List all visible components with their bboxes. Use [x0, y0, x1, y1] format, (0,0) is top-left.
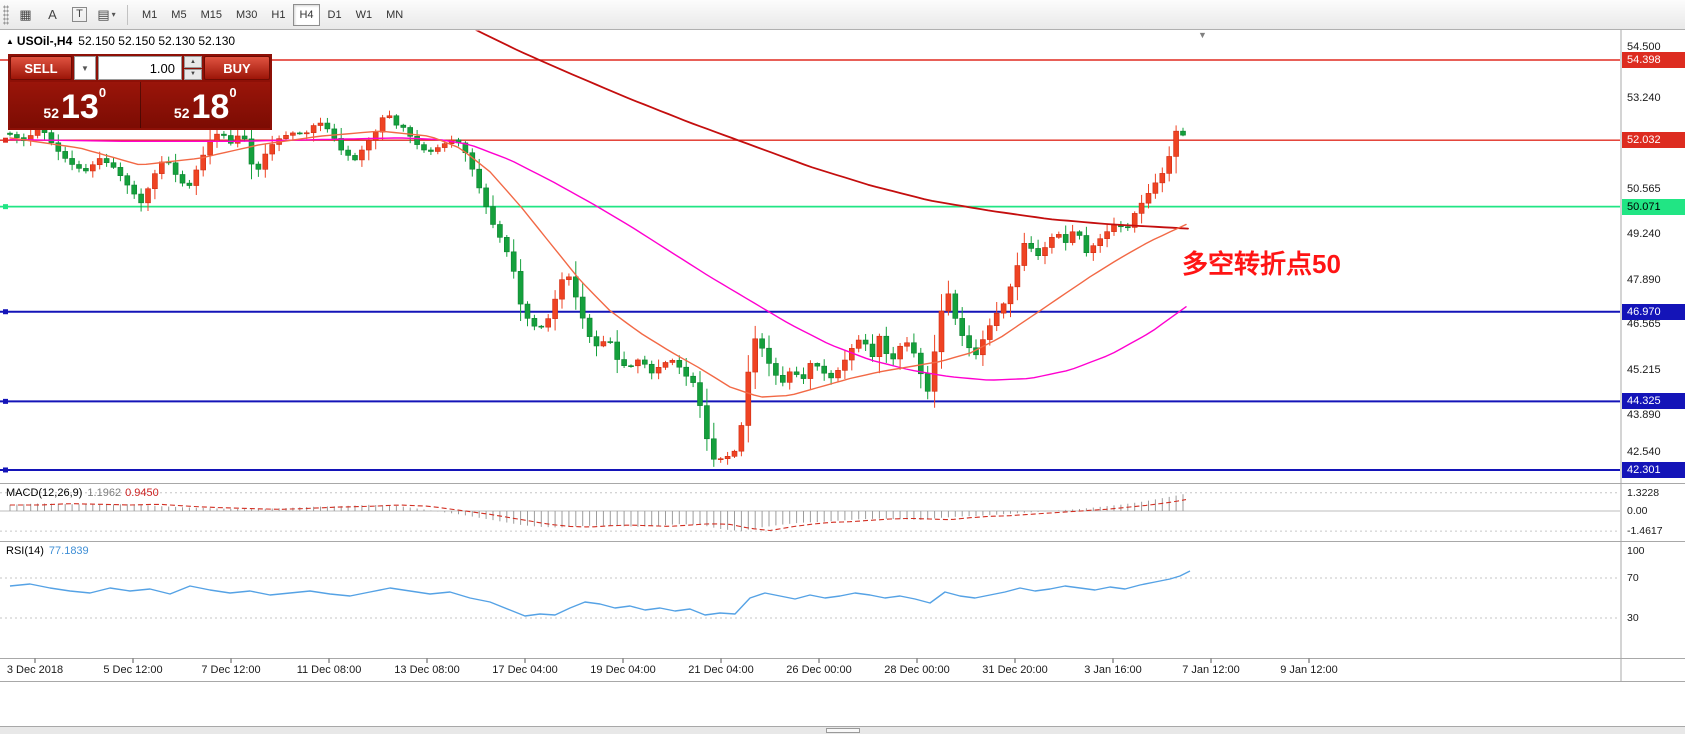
price-tick-label: 54.500	[1627, 40, 1661, 53]
window-bottom-splitter[interactable]	[825, 728, 860, 733]
volume-increase-button[interactable]: ▲	[184, 56, 202, 68]
price-tick-label: 49.240	[1627, 227, 1661, 240]
chevron-down-icon: ▼	[81, 63, 89, 73]
bid-price[interactable]: 52 13 0	[10, 82, 140, 128]
macd-axis-label: 1.3228	[1627, 486, 1660, 499]
price-level-badge: 52.032	[1622, 132, 1685, 149]
time-axis-label: 28 Dec 00:00	[884, 664, 950, 676]
bid-pip-digit: 0	[98, 85, 107, 100]
rsi-value: 77.1839	[48, 545, 89, 557]
timeframe-m5[interactable]: M5	[171, 8, 187, 21]
price-tick-label: 47.890	[1627, 273, 1661, 286]
toolbar-grip[interactable]	[3, 4, 9, 25]
price-tick-label: 45.215	[1627, 364, 1661, 377]
text-label-glyph: A	[48, 7, 57, 22]
crosshair-grid-glyph: ▦	[19, 6, 32, 22]
macd-label: MACD(12,26,9) 1.1962 0.9450	[6, 487, 159, 499]
price-level-badge: 54.398	[1622, 52, 1685, 68]
timeframe-h1[interactable]: H1	[271, 8, 286, 21]
sell-button[interactable]: SELL	[10, 56, 72, 80]
timeframe-d1[interactable]: D1	[327, 8, 342, 21]
volume-decrease-button[interactable]: ▼	[184, 68, 202, 80]
one-click-trading-panel: SELL ▼ ▲ ▼ BUY 52 13 0 52 18 0	[8, 54, 272, 130]
time-axis-label: 9 Jan 12:00	[1280, 664, 1338, 676]
time-axis-label: 21 Dec 04:00	[688, 664, 754, 676]
toolbar: ▦ A T ▤ ▾ M1 M5 M15 M30 H1 H4 D1 W1 MN	[0, 0, 1685, 30]
ask-base: 52	[173, 105, 190, 121]
macd-name: MACD(12,26,9)	[6, 487, 83, 499]
text-label-icon[interactable]: A	[40, 4, 65, 26]
macd-axis-label: -1.4617	[1627, 525, 1663, 538]
draw-tools-glyph: ▤	[97, 6, 110, 22]
timeframe-m1[interactable]: M1	[142, 8, 158, 21]
time-axis-label: 3 Dec 2018	[6, 664, 64, 676]
symbol-triangle-icon: ▲	[6, 37, 14, 46]
timeframe-h4[interactable]: H4	[293, 3, 320, 26]
chevron-down-icon: ▾	[111, 10, 116, 19]
timeframe-buttons: M1 M5 M15 M30 H1 H4 D1 W1 MN	[136, 3, 411, 26]
toolbar-separator	[127, 4, 128, 25]
price-level-badge: 46.970	[1622, 303, 1685, 320]
rsi-axis-label: 30	[1627, 612, 1639, 624]
price-tick-label: 53.240	[1627, 92, 1661, 105]
time-axis-label: 26 Dec 00:00	[786, 664, 852, 676]
price-level-badge: 50.071	[1622, 198, 1685, 215]
time-axis-label: 13 Dec 08:00	[394, 664, 460, 676]
time-axis-label: 19 Dec 04:00	[590, 664, 656, 676]
text-frame-glyph: T	[72, 7, 87, 22]
rsi-axis-label: 100	[1627, 545, 1645, 557]
volume-input[interactable]	[98, 56, 182, 80]
bid-big-digits: 13	[61, 88, 99, 126]
price-tick-label: 50.565	[1627, 182, 1661, 195]
timeframe-m15[interactable]: M15	[200, 8, 222, 21]
buy-button[interactable]: BUY	[204, 56, 270, 80]
ask-price[interactable]: 52 18 0	[139, 82, 271, 128]
rsi-label: RSI(14) 77.1839	[6, 545, 89, 557]
price-tick-label: 43.890	[1627, 409, 1661, 422]
ohlc-values: 52.150 52.150 52.130 52.130	[78, 34, 236, 48]
volume-dropdown[interactable]: ▼	[74, 56, 96, 80]
text-frame-icon[interactable]: T	[67, 4, 92, 26]
price-level-badge: 44.325	[1622, 393, 1685, 410]
rsi-axis-label: 70	[1627, 572, 1639, 584]
draw-tools-icon[interactable]: ▤ ▾	[94, 4, 119, 26]
rsi-name: RSI(14)	[6, 545, 44, 557]
ask-pip-digit: 0	[229, 85, 237, 100]
bottom-panel-strip	[0, 726, 1685, 734]
time-axis-label: 7 Jan 12:00	[1182, 664, 1240, 676]
trend-annotation: 多空转折点50	[1182, 249, 1341, 279]
price-level-badge: 42.301	[1622, 461, 1685, 478]
timeframe-w1[interactable]: W1	[355, 8, 373, 21]
volume-stepper: ▲ ▼	[184, 56, 202, 80]
ask-big-digits: 18	[191, 88, 230, 126]
macd-main-value: 1.1962	[87, 487, 122, 499]
timeframe-mn[interactable]: MN	[386, 8, 404, 21]
time-axis-label: 11 Dec 08:00	[296, 664, 362, 676]
time-axis-label: 31 Dec 20:00	[982, 664, 1048, 676]
trade-panel-controls: SELL ▼ ▲ ▼ BUY	[10, 56, 270, 80]
time-axis-label: 7 Dec 12:00	[201, 664, 261, 676]
bid-base: 52	[43, 105, 59, 121]
price-tick-label: 46.565	[1627, 318, 1661, 331]
macd-axis-label: 0.00	[1627, 505, 1648, 517]
chart-shift-marker-icon: ▼	[1198, 30, 1207, 40]
time-axis-label: 17 Dec 04:00	[492, 664, 558, 676]
price-tick-label: 42.540	[1627, 445, 1661, 458]
timeframe-m30[interactable]: M30	[235, 8, 258, 21]
time-axis-label: 3 Jan 16:00	[1084, 664, 1142, 676]
symbol-timeframe: USOil-,H4	[16, 34, 73, 48]
chart-ohlc-header: ▲ USOil-,H4 52.150 52.150 52.130 52.130	[6, 34, 235, 48]
bid-ask-display: 52 13 0 52 18 0	[10, 82, 270, 128]
crosshair-grid-icon[interactable]: ▦	[13, 4, 38, 26]
macd-signal-value: 0.9450	[125, 487, 159, 499]
time-axis-label: 5 Dec 12:00	[103, 664, 163, 676]
